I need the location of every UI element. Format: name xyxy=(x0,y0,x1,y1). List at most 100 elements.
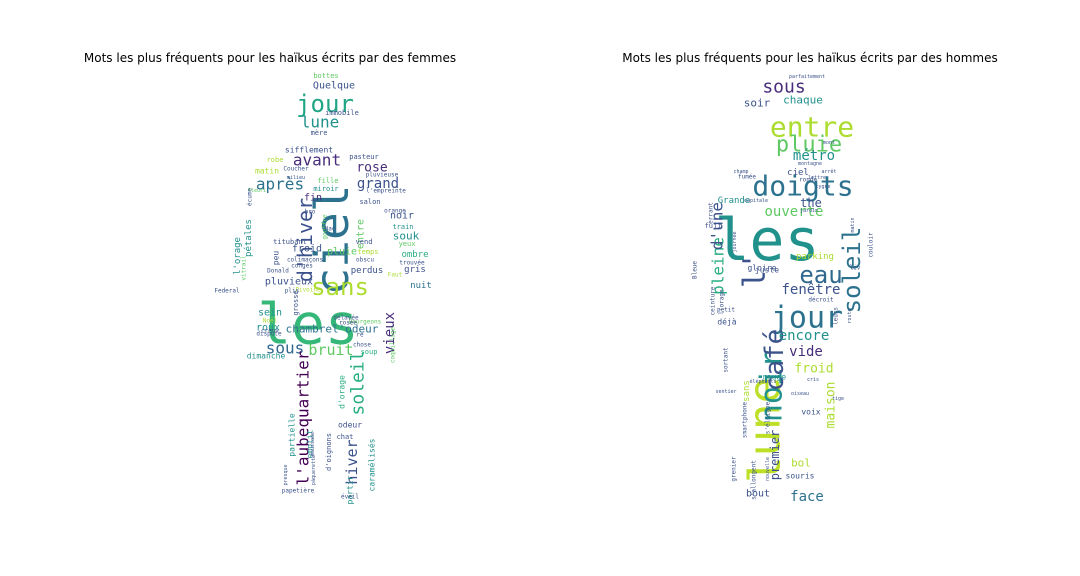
word-men-cris: cris xyxy=(807,377,819,383)
word-women-odeur: odeur xyxy=(338,421,362,430)
word-men-s-éloigne: s'éloigne xyxy=(765,401,772,434)
word-men-noir: noir xyxy=(755,350,790,422)
word-women-noir: noir xyxy=(390,211,414,222)
word-men-montagne: montagne xyxy=(798,161,822,167)
word-women-papetière: papetière xyxy=(282,488,315,495)
word-women-obscu: obscu xyxy=(356,257,374,264)
word-women-après: après xyxy=(256,175,304,194)
word-men-soir: soir xyxy=(744,97,771,110)
word-women-l-empreinte: l'empreinte xyxy=(366,188,406,195)
word-men-grande: Grande xyxy=(718,196,751,206)
word-women-chose: chose xyxy=(353,342,371,349)
word-women-ombre: ombre xyxy=(401,250,428,260)
word-men-premier: premier xyxy=(768,430,782,481)
word-men-sentier: sentier xyxy=(715,389,736,395)
word-men-fenêtre: fenêtre xyxy=(781,282,840,298)
word-women-grand: grand xyxy=(357,176,399,192)
word-men-fumée: fumée xyxy=(738,174,756,181)
word-women-roux: roux xyxy=(256,323,280,334)
word-men-face: face xyxy=(790,489,824,505)
word-women-avant: avant xyxy=(293,151,341,170)
word-women-nuit: nuit xyxy=(410,281,432,291)
word-women-l-orage: l'orage xyxy=(233,237,243,275)
word-men-couloir: couloir xyxy=(868,232,875,258)
word-men-jardin: jardin xyxy=(800,208,818,214)
word-women-caramélisés: caramélisés xyxy=(367,438,377,491)
word-women-plis: plis xyxy=(285,288,300,295)
word-women-écume: écume xyxy=(247,188,254,206)
word-women-orange: orange xyxy=(384,208,406,215)
word-men-fuji: fuji xyxy=(705,222,722,230)
word-men-bol: bol xyxy=(791,457,811,470)
word-men-arrêt: arrêt xyxy=(821,168,836,175)
word-women-pluvieux: pluvieux xyxy=(265,277,313,288)
word-women-entre: entre xyxy=(356,219,367,249)
word-men-capitale: capitale xyxy=(744,198,768,204)
word-men-ronde: ronde xyxy=(799,177,817,184)
word-women-pluvieuse: pluvieuse xyxy=(366,172,399,179)
word-men-matin: matin xyxy=(850,217,856,232)
word-men-eau: eau xyxy=(799,261,842,289)
word-women-soleil: soleil xyxy=(348,350,369,415)
word-women-sous: sous xyxy=(266,339,305,358)
word-women-trouvée: trouvée xyxy=(399,260,425,267)
word-women-titubant: titubant xyxy=(273,238,307,246)
word-women-pluie: pluie xyxy=(327,247,357,258)
word-men-leurs: leurs xyxy=(833,307,840,325)
word-women-chambrel-odeur: chambrel'odeur xyxy=(286,323,379,336)
word-women-sans: sans xyxy=(311,273,369,301)
word-women-pasteur: pasteur xyxy=(349,153,379,161)
word-men-parking: parking xyxy=(796,252,834,262)
word-men-route: route xyxy=(847,308,853,323)
word-women-pétales: pétales xyxy=(243,219,254,257)
word-men-l: l' xyxy=(738,252,773,288)
word-women-d-oignons: d'oignons xyxy=(325,433,333,471)
word-men-tige: tige xyxy=(832,396,844,402)
word-men-bleue: Bleue xyxy=(692,261,699,279)
word-women-vitrail: vitrail xyxy=(241,255,248,281)
word-women-ciel: ciel xyxy=(305,185,359,296)
word-women-chat: chat xyxy=(337,433,354,441)
word-women-jour: jour xyxy=(296,90,354,118)
word-women-hiver: hiver xyxy=(343,439,361,484)
word-women-mère: mère xyxy=(311,129,328,137)
word-women-perdus: perdus xyxy=(351,266,384,276)
word-men-ciel: ciel xyxy=(787,168,809,178)
word-men-ouverte: ouverte xyxy=(764,204,823,220)
word-women-bottes: bottes xyxy=(313,72,338,80)
word-women-grosse: grosse xyxy=(292,290,300,315)
word-men-maison: maison xyxy=(824,382,839,429)
wordcloud-panel-women: Mots les plus fréquents pour les haïkus … xyxy=(84,51,456,504)
word-women-bro: bro xyxy=(305,209,316,216)
word-women-les: les xyxy=(257,293,358,358)
word-men-encore: encore xyxy=(779,328,830,344)
word-women-d-hiver: d'hiver xyxy=(293,198,317,282)
word-women-temps: temps xyxy=(357,248,378,256)
word-men-oiseau: oiseau xyxy=(791,391,809,397)
word-women-milieu: milieu xyxy=(287,175,305,181)
word-men-vide: vide xyxy=(789,344,823,360)
word-men-jour: jour xyxy=(771,301,843,336)
word-men-lettre: lettre xyxy=(808,175,826,181)
word-women-congés: congés xyxy=(291,263,313,270)
word-men-petit: petit xyxy=(717,307,735,314)
word-women-donald: Donald xyxy=(267,268,289,275)
word-men-bout: bout xyxy=(746,489,770,500)
word-men-lune: lune xyxy=(740,377,791,483)
word-men-d-une: d'une xyxy=(708,202,727,250)
word-women-bourgeons: Bourgeons xyxy=(349,319,382,326)
word-women-coucher: Coucher xyxy=(283,166,309,173)
word-men-grenier: grenier xyxy=(731,456,738,482)
word-men-sans: sans xyxy=(742,380,752,402)
word-women-nac: Nac xyxy=(325,226,336,233)
word-women-quelque: Quelque xyxy=(313,81,355,92)
word-women-colimaçons: colimaçons xyxy=(287,257,324,264)
word-women-d-orage: d'orage xyxy=(338,375,347,409)
word-women-re: re xyxy=(356,332,364,339)
word-men-café: café xyxy=(760,329,790,392)
word-women-immobile: immobile xyxy=(325,109,359,117)
word-women-train: train xyxy=(392,223,413,231)
word-women-robe: robe xyxy=(267,156,284,164)
word-women-bruit: bruit xyxy=(308,341,353,359)
word-women-soup: soup xyxy=(361,348,378,356)
